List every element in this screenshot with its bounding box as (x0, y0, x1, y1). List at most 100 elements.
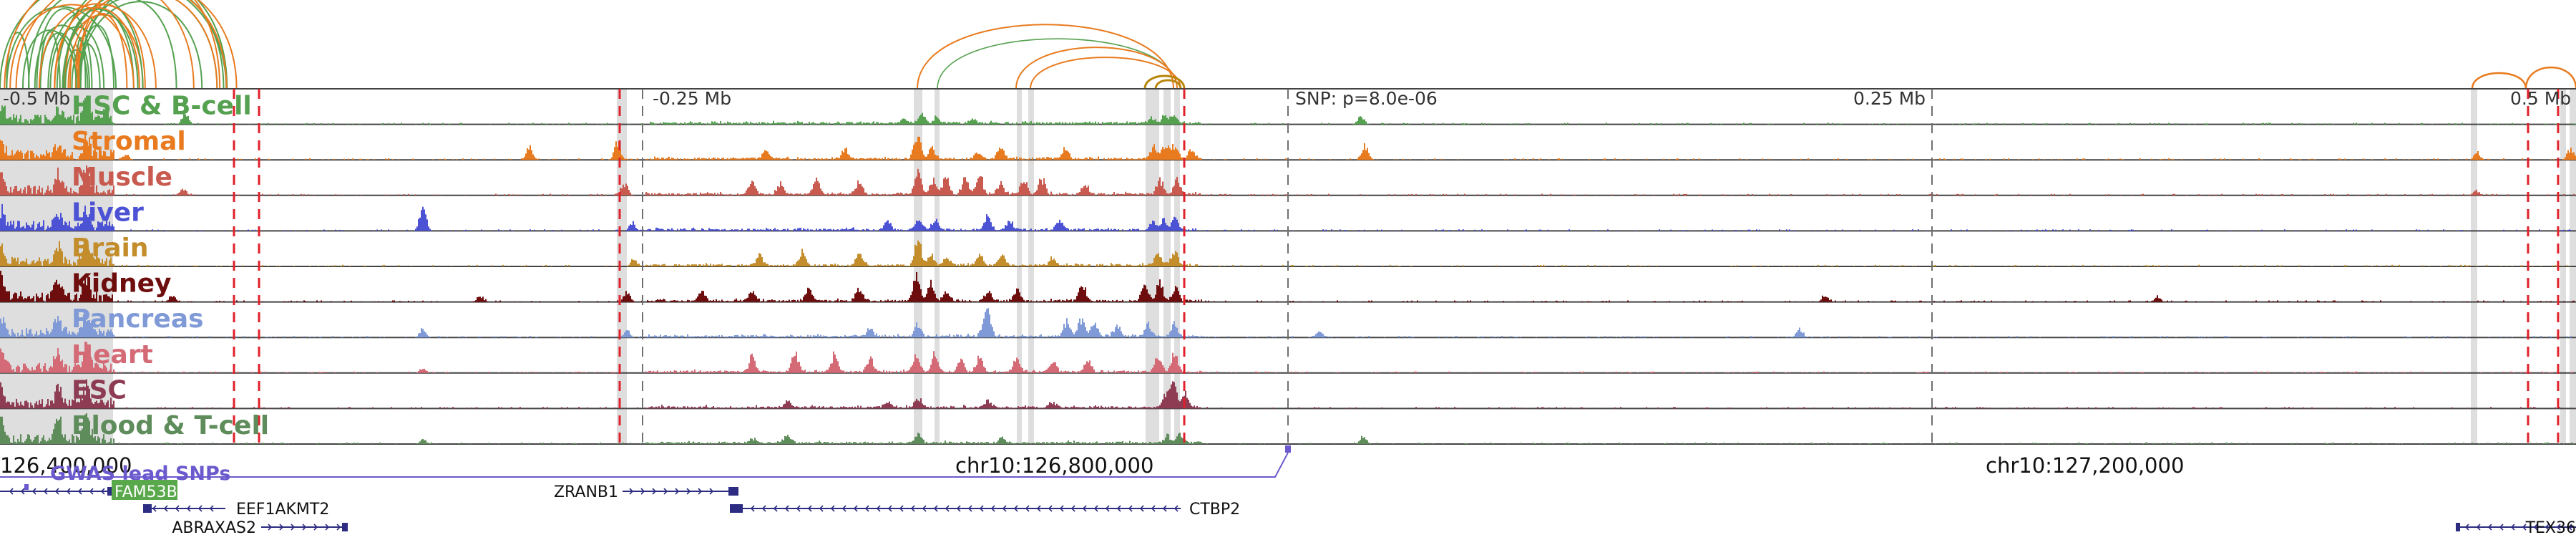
gene: CTBP2 (730, 501, 1240, 519)
strand-arrow (629, 488, 634, 495)
loop-arc (2471, 72, 2527, 90)
track-labels: HSC & B-cell Stromal Muscle Liver Brain Kidne… (72, 92, 269, 440)
strand-arrow (2476, 524, 2481, 531)
strand-arrow (663, 488, 668, 495)
strand-arrow (313, 524, 318, 531)
strand-arrow (2464, 524, 2469, 531)
strand-arrow (9, 488, 14, 495)
loop-arc (9, 4, 135, 90)
gene-name: TEX36 (2525, 519, 2576, 537)
loop-arc (1030, 57, 1181, 90)
gene-name: CTBP2 (1189, 501, 1240, 519)
gene: ZRANB1 (554, 483, 738, 501)
ruler-label: 0.5 Mb (2510, 88, 2571, 109)
strand-arrow (864, 505, 869, 512)
strand-arrow (43, 488, 48, 495)
track-label: Brain (72, 233, 148, 263)
strand-arrow (2499, 524, 2504, 531)
strand-arrow (1013, 505, 1018, 512)
strand-arrow (979, 505, 984, 512)
strand-arrow (268, 524, 273, 531)
coordinate-axis: 126,400,000 chr10:126,800,000 chr10:127,20… (0, 453, 2184, 478)
loop-arc (27, 0, 144, 90)
strand-arrow (640, 488, 645, 495)
strand-arrow (20, 488, 25, 495)
strand-arrow (54, 488, 59, 495)
strand-arrow (31, 488, 36, 495)
loop-arc (6, 32, 30, 90)
strand-arrow (2545, 524, 2550, 531)
strand-arrow (209, 505, 214, 512)
loop-arc (21, 29, 77, 90)
ruler-label: SNP: p=8.0e-06 (1295, 88, 1438, 109)
strand-arrow (186, 505, 191, 512)
strand-arrow (1093, 505, 1098, 512)
gene: TEX36 (2456, 519, 2576, 537)
strand-arrow (1059, 505, 1064, 512)
strand-arrow (819, 505, 824, 512)
strand-arrow (686, 488, 691, 495)
signal-track (0, 413, 2576, 445)
strand-arrow (773, 505, 778, 512)
gene-exon (342, 523, 348, 531)
track-label: Muscle (72, 163, 172, 192)
gene-exon (730, 504, 743, 513)
strand-arrow (709, 488, 714, 495)
strand-arrow (652, 488, 657, 495)
loop-arc (67, 0, 218, 90)
strand-arrow (2556, 524, 2561, 531)
strand-arrow (1105, 505, 1110, 512)
gene-name: FAM53B (114, 483, 177, 501)
strand-arrow (2510, 524, 2515, 531)
loop-arc (15, 0, 238, 90)
gene-name: ABRAXAS2 (172, 519, 256, 537)
strand-arrow (1151, 505, 1156, 512)
coordinate-label: chr10:126,800,000 (955, 453, 1153, 478)
strand-arrow (910, 505, 915, 512)
strand-arrow (899, 505, 904, 512)
strand-arrow (967, 505, 972, 512)
strand-arrow (1082, 505, 1087, 512)
gene-name: EEF1AKMT2 (236, 501, 329, 519)
gene: ABRAXAS2 (172, 519, 348, 537)
loop-arc (1015, 47, 1178, 90)
ruler-label: 0.25 Mb (1853, 88, 1926, 109)
strand-arrow (675, 488, 680, 495)
strand-arrow (100, 488, 105, 495)
signal-track (0, 379, 2576, 410)
strand-arrow (1139, 505, 1144, 512)
strand-arrow (945, 505, 950, 512)
strand-arrow (1116, 505, 1121, 512)
coordinate-label: 126,400,000 (0, 453, 132, 478)
track-label: Blood & T-cell (72, 411, 269, 440)
loop-arc (49, 26, 105, 90)
strand-arrow (761, 505, 766, 512)
strand-arrow (152, 505, 157, 512)
gene: EEF1AKMT2 (143, 501, 329, 519)
loop-arc (917, 24, 1174, 90)
gene: FAM53B (0, 480, 177, 501)
strand-arrow (956, 505, 961, 512)
strand-arrow (175, 505, 180, 512)
loop-arc (75, 0, 221, 90)
gene-highlight-box (112, 480, 177, 500)
gene-exon (728, 487, 738, 496)
track-label: Stromal (72, 127, 186, 156)
strand-arrow (302, 524, 307, 531)
loop-arc (2524, 67, 2576, 90)
signal-bars (0, 308, 2572, 338)
strand-arrow (1036, 505, 1041, 512)
strand-arrow (876, 505, 881, 512)
strand-arrow (830, 505, 835, 512)
gene-exon (2456, 523, 2460, 531)
gene-exon (143, 504, 152, 513)
strand-arrow (89, 488, 94, 495)
loop-arc (1154, 79, 1182, 90)
strand-arrow (990, 505, 995, 512)
strand-arrow (77, 488, 82, 495)
signal-bars (0, 238, 2570, 266)
gwas-snp-marker (1285, 445, 1291, 453)
